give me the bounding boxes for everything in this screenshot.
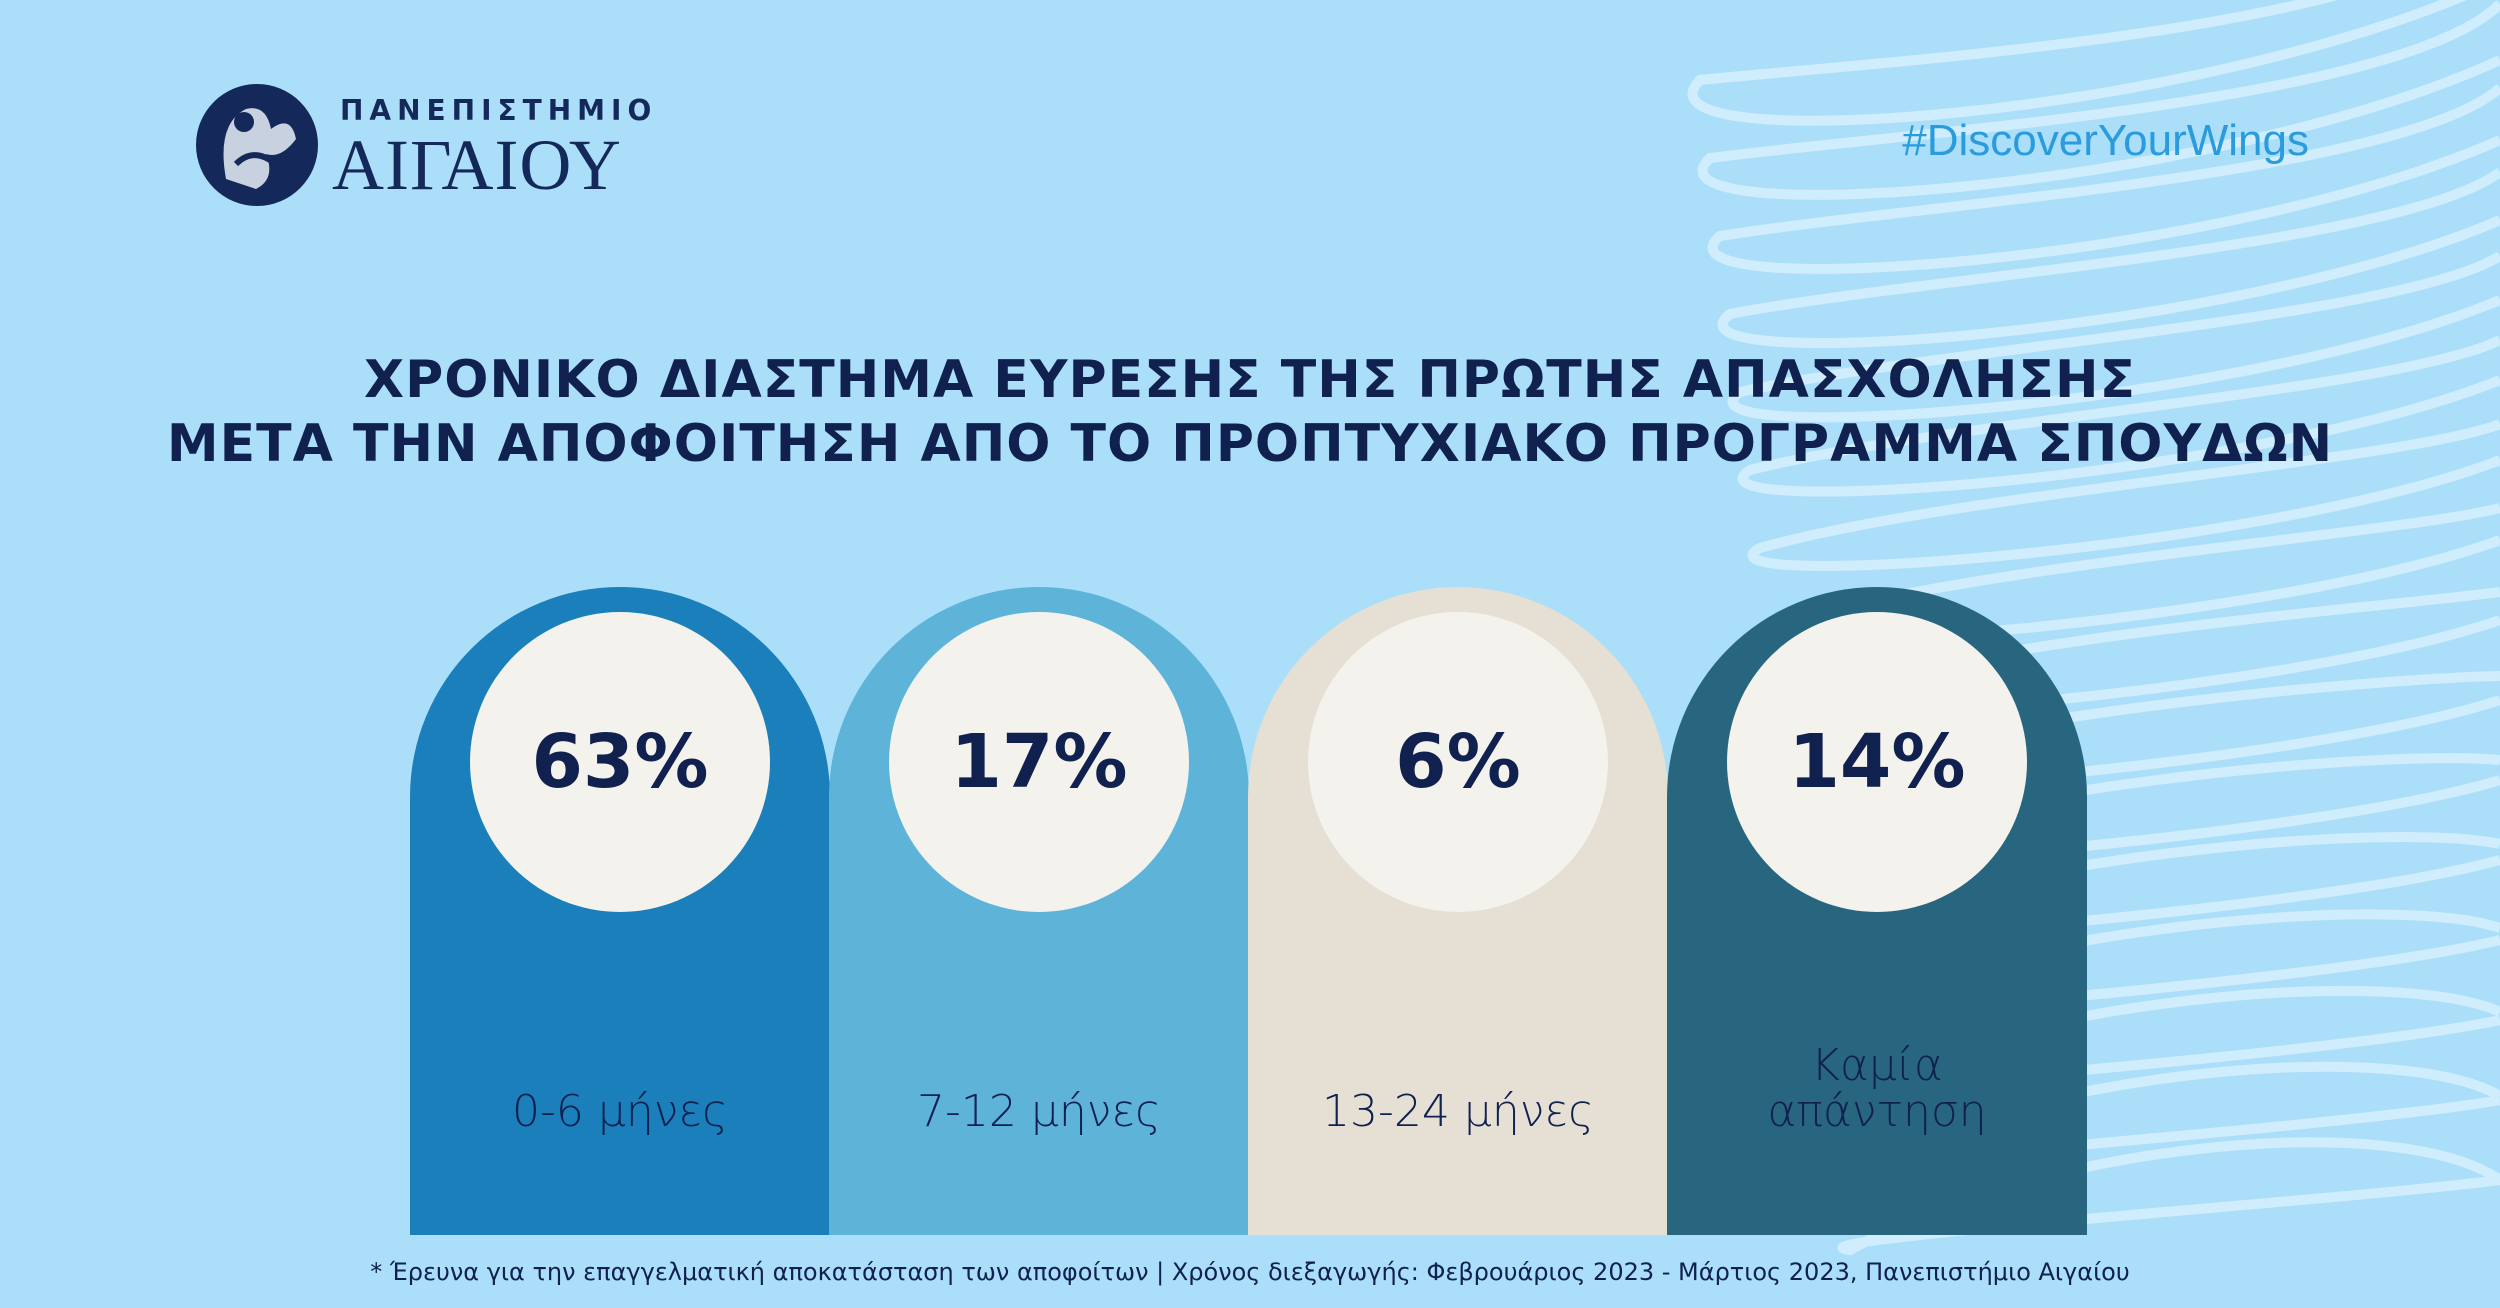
wing-feather bbox=[1707, 84, 2500, 274]
wing-feather bbox=[1747, 419, 2500, 571]
value-label: 14% bbox=[1788, 719, 1966, 805]
title-line-2: ΜΕΤΑ ΤΗΝ ΑΠΟΦΟΙΤΗΣΗ ΑΠΟ ΤΟ ΠΡΟΠΤΥΧΙΑΚΟ Π… bbox=[166, 414, 2334, 474]
hashtag: #DiscoverYourWings bbox=[1902, 116, 2309, 165]
coin-emblem-icon bbox=[196, 84, 318, 206]
category-label: 13-24 μήνες bbox=[1322, 1086, 1594, 1137]
category-label: Καμία απάντηση bbox=[1767, 1040, 1987, 1137]
wing-feather bbox=[1697, 0, 2500, 200]
value-circle: 14% bbox=[1727, 612, 2027, 912]
wing-feather bbox=[1687, 0, 2467, 126]
category-label: 0-6 μήνες bbox=[512, 1086, 728, 1137]
logo-line1: ΠΑΝΕΠΙΣΤΗΜΙΟ bbox=[340, 94, 658, 127]
value-circle: 17% bbox=[889, 612, 1189, 912]
logo-line2: ΑΙΓΑΙΟΥ bbox=[332, 125, 622, 205]
bar-column: 17% 7-12 μήνες bbox=[829, 587, 1249, 1235]
bar-column: 6% 13-24 μήνες bbox=[1248, 587, 1668, 1235]
wing-feather bbox=[1717, 167, 2500, 349]
value-circle: 63% bbox=[470, 612, 770, 912]
bar-column: 63% 0-6 μήνες bbox=[410, 587, 830, 1235]
title-line-1: ΧΡΟΝΙΚΟ ΔΙΑΣΤΗΜΑ ΕΥΡΕΣΗΣ ΤΗΣ ΠΡΩΤΗΣ ΑΠΑΣ… bbox=[363, 350, 2136, 410]
footnote: * Έρευνα για την επαγγελματική αποκατάστ… bbox=[370, 1258, 2130, 1286]
value-circle: 6% bbox=[1308, 612, 1608, 912]
value-label: 17% bbox=[950, 719, 1128, 805]
value-label: 6% bbox=[1395, 719, 1521, 805]
university-logo: ΠΑΝΕΠΙΣΤΗΜΙΟ ΑΙΓΑΙΟΥ bbox=[196, 84, 651, 214]
value-label: 63% bbox=[531, 719, 709, 805]
wing-feather bbox=[1837, 1137, 2500, 1256]
chart-title: ΧΡΟΝΙΚΟ ΔΙΑΣΤΗΜΑ ΕΥΡΕΣΗΣ ΤΗΣ ΠΡΩΤΗΣ ΑΠΑΣ… bbox=[0, 348, 2500, 476]
wing-feather bbox=[1737, 335, 2500, 497]
wing-feather bbox=[1727, 251, 2500, 423]
bar-column: 14% Καμία απάντηση bbox=[1667, 587, 2087, 1235]
category-label: 7-12 μήνες bbox=[917, 1086, 1161, 1137]
